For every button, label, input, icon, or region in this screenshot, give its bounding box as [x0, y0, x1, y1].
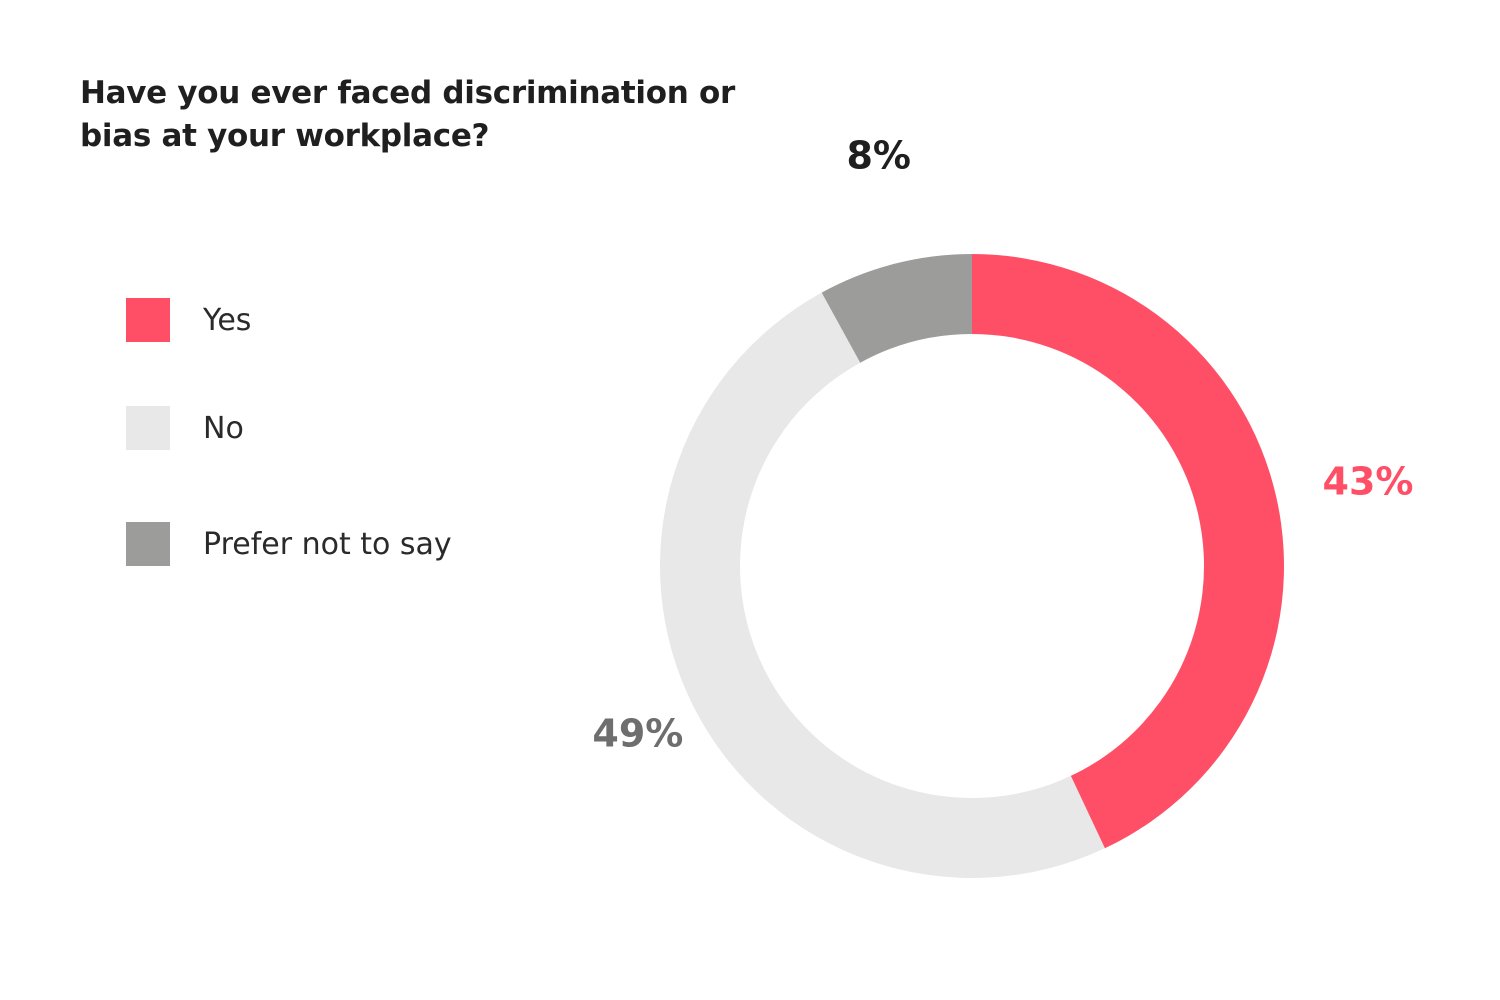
chart-title: Have you ever faced discrimination or bi…: [80, 75, 735, 154]
legend-swatch-prefer-not-to-say: [126, 522, 170, 566]
legend-item-yes: Yes: [126, 298, 251, 342]
legend-label-yes: Yes: [203, 302, 252, 338]
legend-item-prefer-not-to-say: Prefer not to say: [126, 522, 452, 566]
donut-slice-no: [660, 292, 1105, 878]
data-label-prefer-not-to-say: 8%: [846, 133, 911, 177]
donut-slice-prefer-not-to-say: [821, 254, 972, 363]
legend-swatch-no: [126, 406, 170, 450]
legend-item-no: No: [126, 406, 244, 450]
legend-swatch-yes: [126, 298, 170, 342]
legend-label-no: No: [203, 410, 244, 446]
donut-slice-yes: [972, 254, 1284, 849]
data-label-yes: 43%: [1323, 460, 1414, 504]
data-label-no: 49%: [592, 712, 683, 756]
legend-label-prefer-not-to-say: Prefer not to say: [203, 526, 452, 562]
